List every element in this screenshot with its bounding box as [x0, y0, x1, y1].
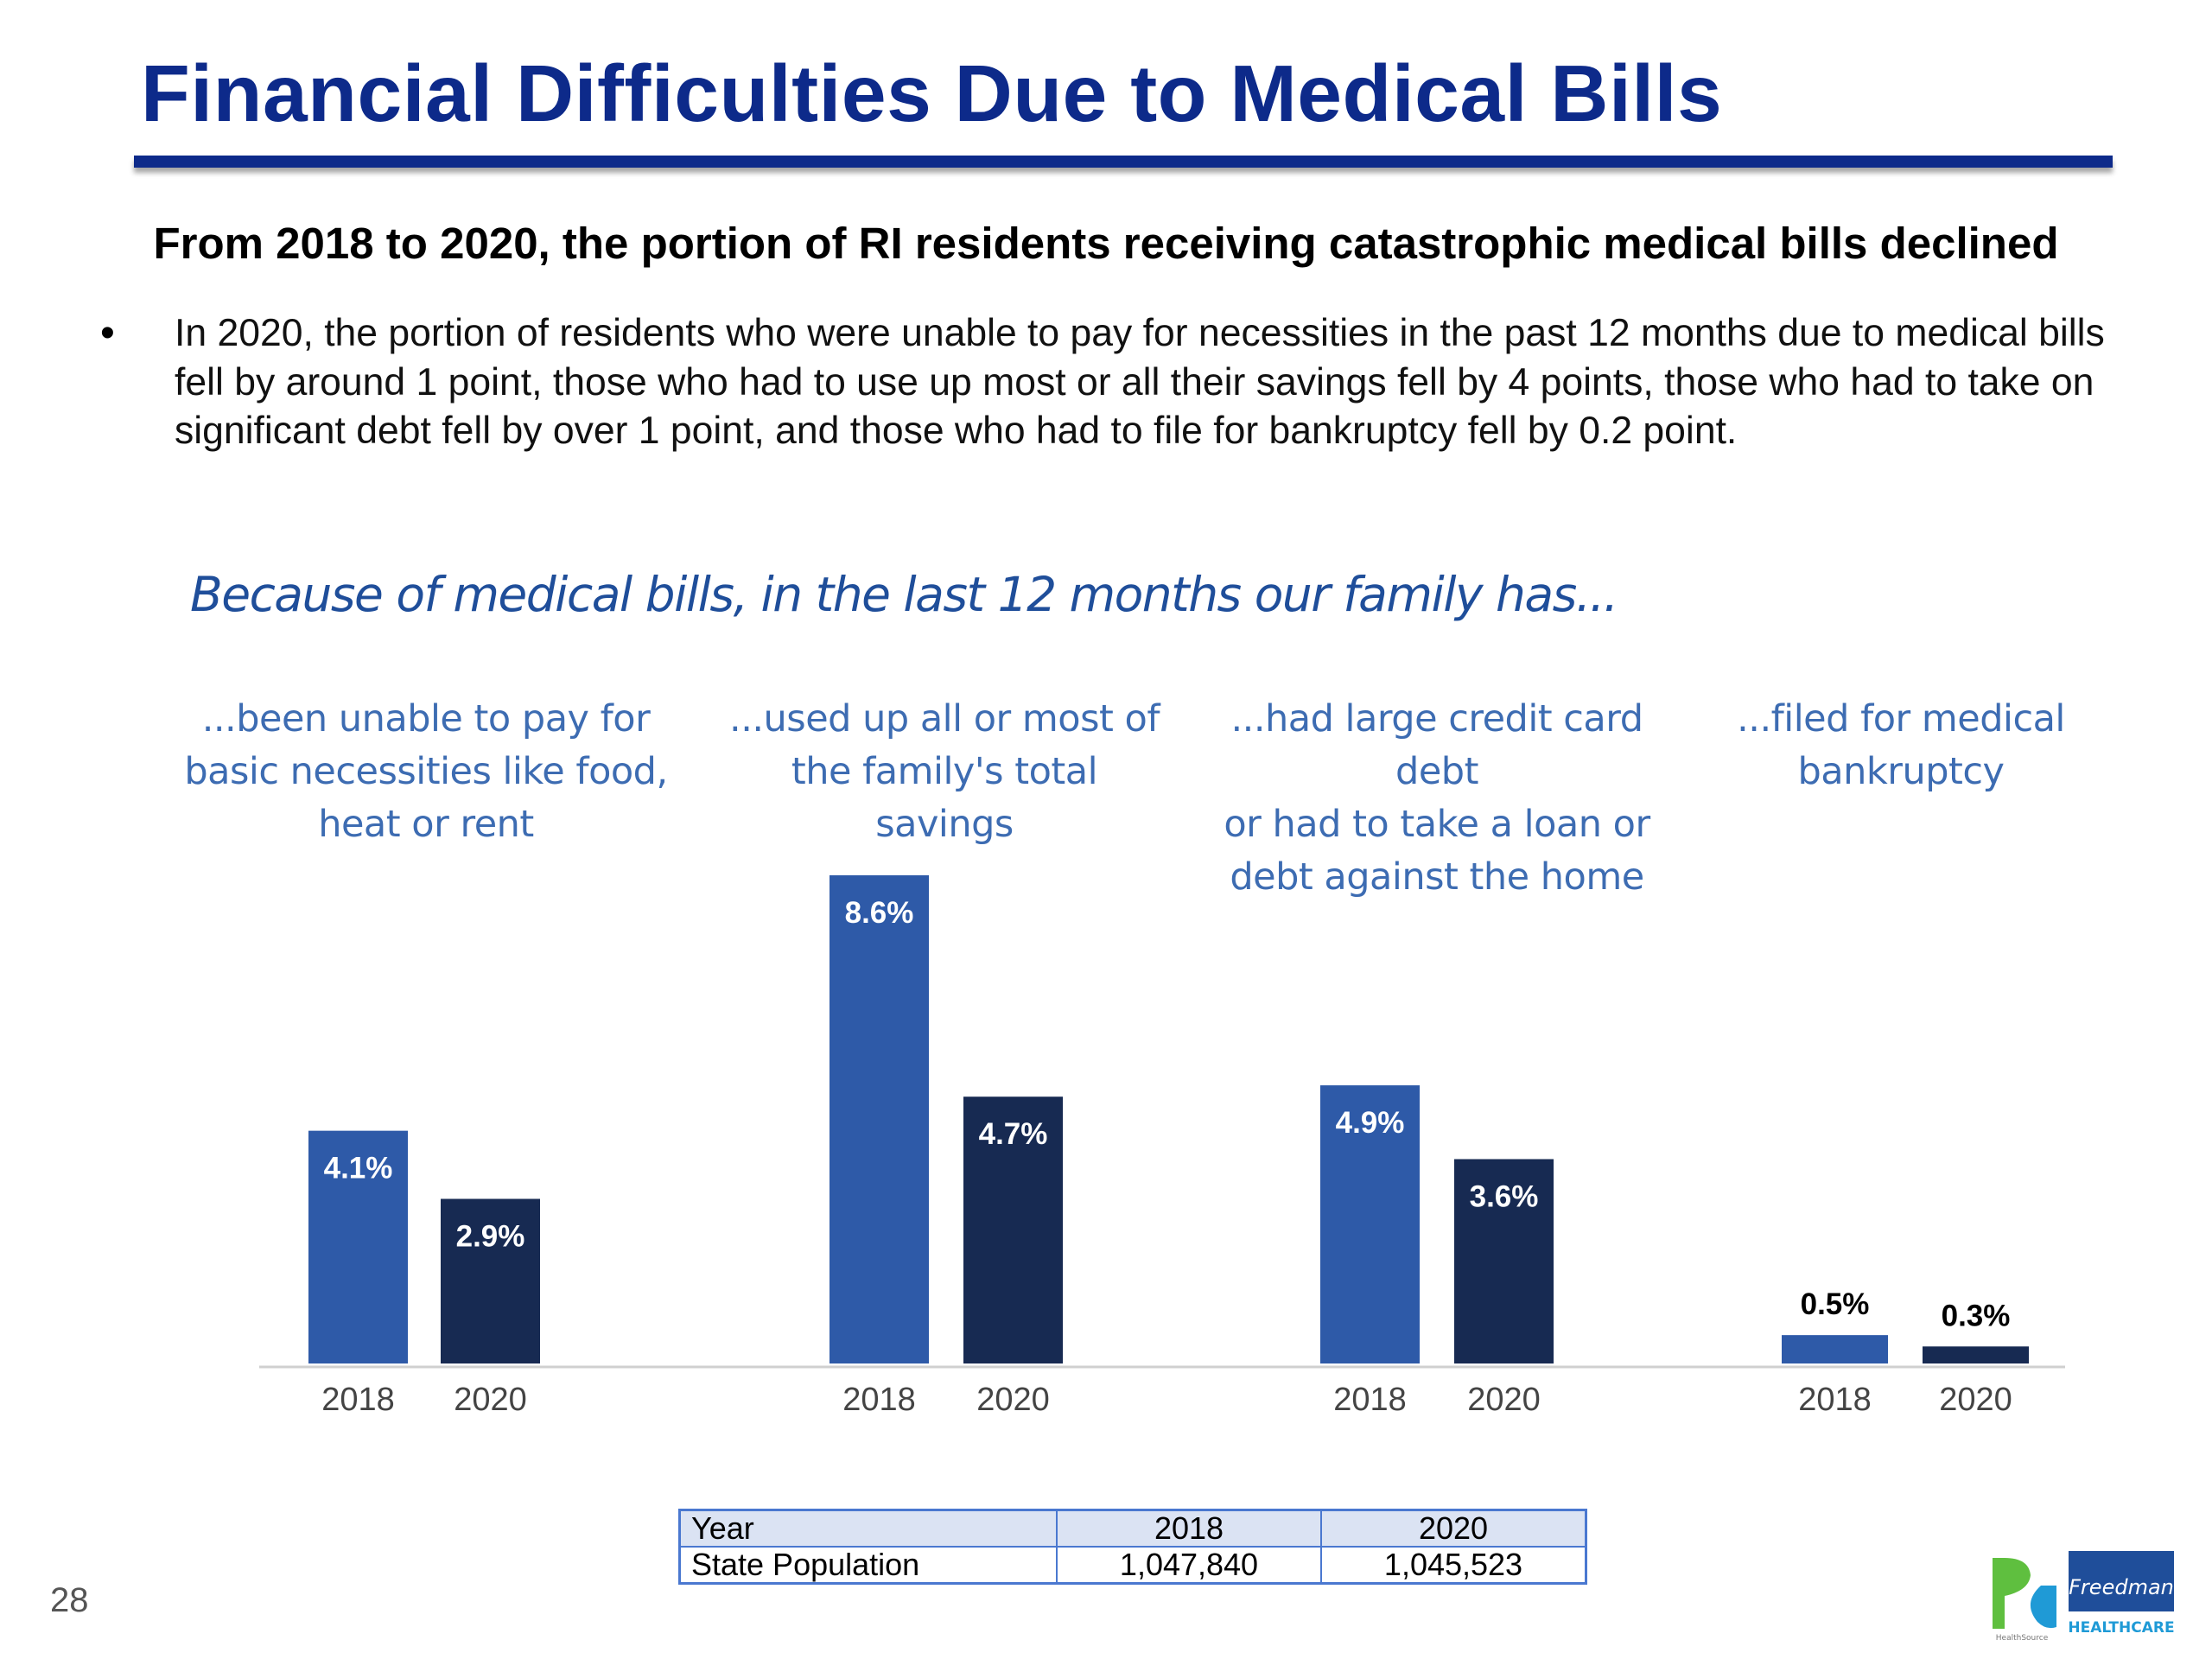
slide-title: Financial Difficulties Due to Medical Bi…	[141, 48, 1723, 138]
table-header-cell: Year	[678, 1509, 1058, 1548]
bar-2020-0	[441, 1198, 540, 1363]
bar-2018-0	[308, 1130, 408, 1363]
category-label-line: ...been unable to pay for	[201, 697, 651, 741]
table-header-row: Year 2018 2020	[678, 1509, 1587, 1548]
x-tick-label: 2018	[321, 1382, 395, 1418]
table-header-cell: 2020	[1320, 1509, 1587, 1548]
category-label-line: ...used up all or most of	[729, 697, 1160, 741]
category-label-debt: ...had large credit card debt or had to …	[1195, 693, 1679, 904]
x-tick-label: 2020	[1939, 1382, 2012, 1418]
bullet-text: In 2020, the portion of residents who we…	[175, 312, 2105, 452]
category-label-line: debt against the home	[1230, 855, 1644, 899]
bullet-icon: •	[100, 310, 115, 356]
data-label: 0.5%	[1801, 1287, 1870, 1321]
category-label-necessities: ...been unable to pay for basic necessit…	[184, 693, 668, 851]
category-label-line: bankruptcy	[1797, 750, 2005, 793]
data-label: 4.1%	[324, 1152, 393, 1185]
title-underline	[134, 156, 2113, 168]
svg-text:HEALTHCARE: HEALTHCARE	[2068, 1619, 2174, 1637]
data-label: 4.9%	[1336, 1106, 1405, 1140]
data-label: 3.6%	[1470, 1179, 1539, 1213]
category-label-line: savings	[875, 803, 1014, 846]
table-header-cell: 2018	[1056, 1509, 1322, 1548]
table-cell: 1,045,523	[1320, 1546, 1587, 1585]
category-label-bankruptcy: ...filed for medical bankruptcy	[1659, 693, 2143, 798]
category-label-line: heat or rent	[318, 803, 534, 846]
healthsource-freedman-healthcare-logo-icon: Freedman HEALTHCARE HealthSource	[1993, 1551, 2175, 1642]
bar-2020-2	[1454, 1159, 1554, 1363]
data-label: 2.9%	[456, 1219, 525, 1253]
category-label-line: basic necessities like food,	[184, 750, 668, 793]
category-label-line: the family's total	[791, 750, 1098, 793]
bar-2020-3	[1923, 1346, 2029, 1363]
table-row: State Population 1,047,840 1,045,523	[678, 1546, 1587, 1585]
bar-2018-2	[1320, 1085, 1420, 1363]
chart-heading: Because of medical bills, in the last 12…	[190, 567, 1618, 622]
data-label: 0.3%	[1942, 1299, 2011, 1332]
table-cell: 1,047,840	[1056, 1546, 1322, 1585]
x-tick-label: 2020	[1467, 1382, 1541, 1418]
bar-2018-3	[1782, 1335, 1888, 1363]
bar-chart: 4.1% 2018 2.9% 2020 8.6% 2018 4.7% 2020 4.9% 2018…	[259, 875, 2065, 1418]
category-label-line: ...filed for medical	[1737, 697, 2065, 741]
category-label-savings: ...used up all or most of the family's t…	[702, 693, 1186, 851]
category-label-line: or had to take a loan or	[1224, 803, 1650, 846]
table-cell: State Population	[678, 1546, 1058, 1585]
bar-2020-1	[963, 1096, 1063, 1363]
data-label: 4.7%	[979, 1117, 1048, 1151]
page-number: 28	[50, 1581, 89, 1619]
svg-text:HealthSource: HealthSource	[1996, 1634, 2049, 1642]
x-tick-label: 2018	[1333, 1382, 1407, 1418]
category-label-line: ...had large credit card debt	[1230, 697, 1643, 793]
x-tick-label: 2020	[454, 1382, 527, 1418]
x-tick-label: 2018	[842, 1382, 916, 1418]
svg-text:Freedman: Freedman	[2069, 1575, 2174, 1599]
bar-2018-1	[830, 875, 929, 1363]
data-label: 8.6%	[845, 896, 914, 930]
x-tick-label: 2018	[1798, 1382, 1872, 1418]
slide-headline: From 2018 to 2020, the portion of RI res…	[153, 219, 2059, 268]
x-tick-label: 2020	[976, 1382, 1050, 1418]
population-table: Year 2018 2020 State Population 1,047,84…	[678, 1509, 1587, 1585]
